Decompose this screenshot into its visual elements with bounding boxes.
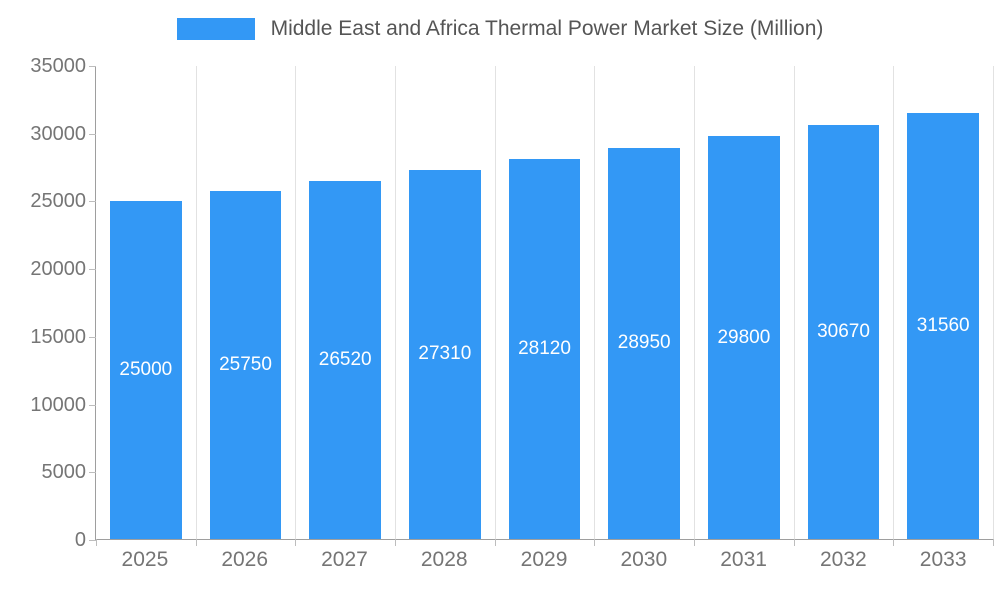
gridline-vertical: [195, 66, 197, 539]
x-tick-label-2025: 2025: [121, 548, 169, 571]
y-tick-label: 15000: [30, 325, 86, 348]
x-tick-mark: [195, 539, 197, 546]
bar-value-label: 28950: [617, 332, 671, 354]
x-axis-labels: 2025 2026 2027 2028 2029 2030 2031 2032 2033: [95, 548, 993, 572]
x-tick-label-2029: 2029: [520, 548, 568, 571]
x-tick-mark: [96, 539, 97, 546]
bar-value-label: 26520: [318, 348, 372, 370]
chart-legend[interactable]: Middle East and Africa Thermal Power Mar…: [0, 16, 1000, 42]
gridline-vertical: [693, 66, 695, 539]
bar-2032[interactable]: 30670: [807, 124, 880, 539]
plot-area: 25000 25750 26520 27310 28120 28950 29800 30670…: [89, 66, 994, 546]
bar-2027[interactable]: 26520: [309, 180, 382, 539]
bar-value-label: 25000: [119, 359, 173, 381]
y-tick-mark: [89, 133, 96, 135]
x-tick-label-2031: 2031: [720, 548, 767, 571]
y-tick-mark: [89, 336, 96, 338]
gridline-vertical: [394, 66, 396, 539]
y-tick-label: 0: [74, 529, 86, 551]
bar-column-2025: 25000: [96, 66, 196, 539]
bar-column-2027: 26520: [295, 66, 395, 539]
bar-column-2033: 31560: [893, 66, 993, 539]
gridline-vertical: [295, 66, 297, 539]
y-tick-label: 35000: [30, 55, 86, 77]
y-tick-mark: [89, 269, 96, 271]
x-tick-mark: [394, 539, 396, 546]
bar-2033[interactable]: 31560: [907, 112, 980, 539]
bar-2026[interactable]: 25750: [209, 191, 282, 539]
x-tick-mark: [793, 539, 795, 546]
gridline-vertical: [993, 66, 994, 539]
y-tick-mark: [89, 540, 96, 541]
legend-swatch-icon: [176, 18, 255, 40]
x-tick-label-2033: 2033: [919, 548, 967, 571]
bar-column-2026: 25750: [196, 66, 296, 539]
bar-2028[interactable]: 27310: [408, 169, 481, 539]
x-tick-mark: [993, 539, 994, 546]
bar-column-2029: 28120: [495, 66, 595, 539]
x-tick-mark: [893, 539, 895, 546]
gridline-vertical: [494, 66, 496, 539]
bars-row: 25000 25750 26520 27310 28120 28950 29800 30670…: [96, 66, 993, 539]
x-tick-mark: [494, 539, 496, 546]
bar-column-2030: 28950: [594, 66, 694, 539]
y-tick-label: 10000: [30, 393, 86, 416]
y-tick-mark: [89, 472, 96, 474]
chart-title: Middle East and Africa Thermal Power Mar…: [270, 17, 824, 40]
x-tick-mark: [594, 539, 596, 546]
y-tick-label: 30000: [30, 122, 86, 145]
bar-value-label: 30670: [817, 320, 870, 342]
y-tick-mark: [89, 201, 96, 203]
bar-value-label: 27310: [418, 343, 472, 365]
x-tick-label-2026: 2026: [221, 548, 269, 571]
bar-value-label: 25750: [219, 354, 272, 375]
bar-2025[interactable]: 25000: [109, 201, 182, 539]
y-tick-label: 20000: [30, 258, 86, 281]
x-tick-label-2030: 2030: [620, 548, 668, 571]
bar-2029[interactable]: 28120: [508, 158, 581, 539]
y-tick-mark: [89, 404, 96, 406]
x-tick-label-2027: 2027: [321, 548, 368, 571]
bar-column-2028: 27310: [395, 66, 495, 539]
y-axis-labels: 0 5000 10000 15000 20000 25000 30000 35000: [0, 0, 86, 600]
gridline-vertical: [793, 66, 795, 539]
bar-2030[interactable]: 28950: [608, 147, 681, 539]
x-tick-mark: [693, 539, 695, 546]
y-tick-label: 5000: [41, 461, 87, 484]
bar-value-label: 28120: [518, 337, 571, 359]
y-tick-mark: [89, 66, 96, 67]
gridline-vertical: [893, 66, 895, 539]
x-tick-label-2028: 2028: [420, 548, 468, 571]
x-tick-mark: [295, 539, 297, 546]
y-tick-label: 25000: [30, 190, 86, 213]
bar-value-label: 31560: [916, 314, 970, 336]
bar-value-label: 29800: [717, 326, 771, 348]
bar-column-2032: 30670: [794, 66, 894, 539]
bar-2031[interactable]: 29800: [707, 136, 780, 539]
x-tick-label-2032: 2032: [820, 548, 867, 571]
bar-column-2031: 29800: [694, 66, 794, 539]
gridline-vertical: [594, 66, 596, 539]
